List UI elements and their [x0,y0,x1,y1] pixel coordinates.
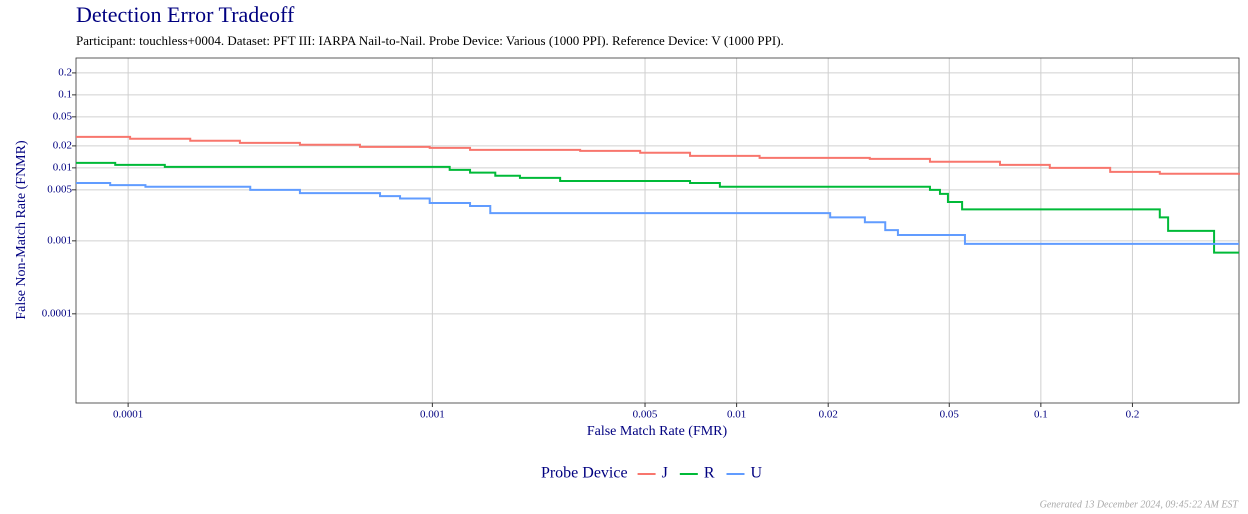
x-tick-label: 0.2 [1126,409,1140,421]
plot-border [75,57,1240,404]
y-axis-label: False Non-Match Rate (FNMR) [14,140,29,320]
step-line [76,135,1240,175]
footer: Generated 13 December 2024, 09:45:22 AM … [1040,499,1240,510]
y-tick-label: 0.05 [53,110,73,122]
y-tick-label: 0.01 [53,161,72,173]
x-tick-label: 0.0001 [113,409,143,421]
chart-subtitle: Participant: touchless+0004. Dataset: PF… [76,33,784,48]
x-tick-label: 0.02 [819,409,838,421]
x-tick-label: 0.01 [727,409,746,421]
y-tick-label: 0.02 [53,139,72,151]
y-tick-label: 0.1 [58,88,72,100]
y-tick-label: 0.005 [47,183,72,195]
legend-title: Probe Device [541,465,628,482]
plot-background [76,58,1239,403]
x-tick-label: 0.05 [940,409,960,421]
legend-label: U [750,465,762,482]
legend-label: J [662,465,668,482]
x-tick-label: 0.1 [1034,409,1048,421]
x-axis-label: False Match Rate (FMR) [587,424,728,439]
y-tick-label: 0.2 [58,66,72,78]
x-tick-label: 0.005 [633,409,658,421]
step-line [76,161,1239,254]
y-tick-label: 0.0001 [42,307,72,319]
chart-title: Detection Error Tradeoff [76,2,295,27]
y-tick-label: 0.001 [47,234,72,246]
x-tick-label: 0.001 [420,409,445,421]
step-line [76,182,1239,245]
legend-label: R [704,465,715,482]
